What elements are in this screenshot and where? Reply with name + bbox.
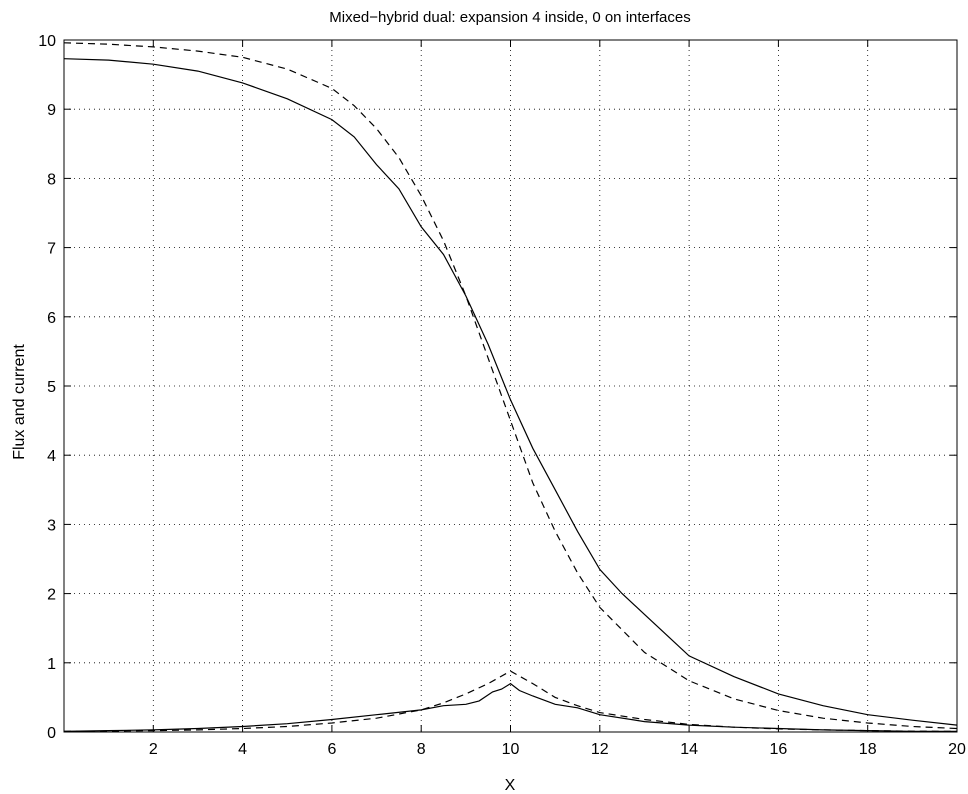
x-axis-label: X — [505, 777, 516, 794]
x-tick-label: 12 — [591, 741, 609, 758]
y-tick-label: 7 — [47, 241, 56, 258]
y-tick-label: 1 — [47, 656, 56, 673]
series-line-2 — [63, 58, 958, 726]
y-tick-label: 8 — [47, 171, 56, 188]
y-tick-label: 3 — [47, 517, 56, 534]
y-tick-label: 2 — [47, 587, 56, 604]
x-tick-label: 10 — [502, 741, 520, 758]
y-tick-label: 0 — [47, 725, 56, 742]
x-tick-label: 2 — [149, 741, 158, 758]
chart-title: Mixed−hybrid dual: expansion 4 inside, 0… — [329, 9, 690, 26]
x-tick-label: 18 — [859, 741, 877, 758]
y-tick-label: 5 — [47, 379, 56, 396]
x-tick-label: 16 — [770, 741, 788, 758]
grid — [64, 40, 957, 732]
series-line-1 — [63, 42, 958, 730]
y-tick-label: 6 — [47, 310, 56, 327]
series-group — [63, 42, 958, 733]
y-tick-label: 10 — [38, 33, 56, 50]
y-tick-label: 9 — [47, 102, 56, 119]
y-tick-label: 4 — [47, 448, 56, 465]
x-tick-label: 6 — [327, 741, 336, 758]
x-tick-label: 14 — [680, 741, 698, 758]
x-tick-label: 20 — [948, 741, 966, 758]
x-tick-label: 8 — [417, 741, 426, 758]
series-line-4 — [63, 682, 957, 732]
y-axis-label: Flux and current — [11, 344, 28, 460]
x-tick-label: 4 — [238, 741, 247, 758]
